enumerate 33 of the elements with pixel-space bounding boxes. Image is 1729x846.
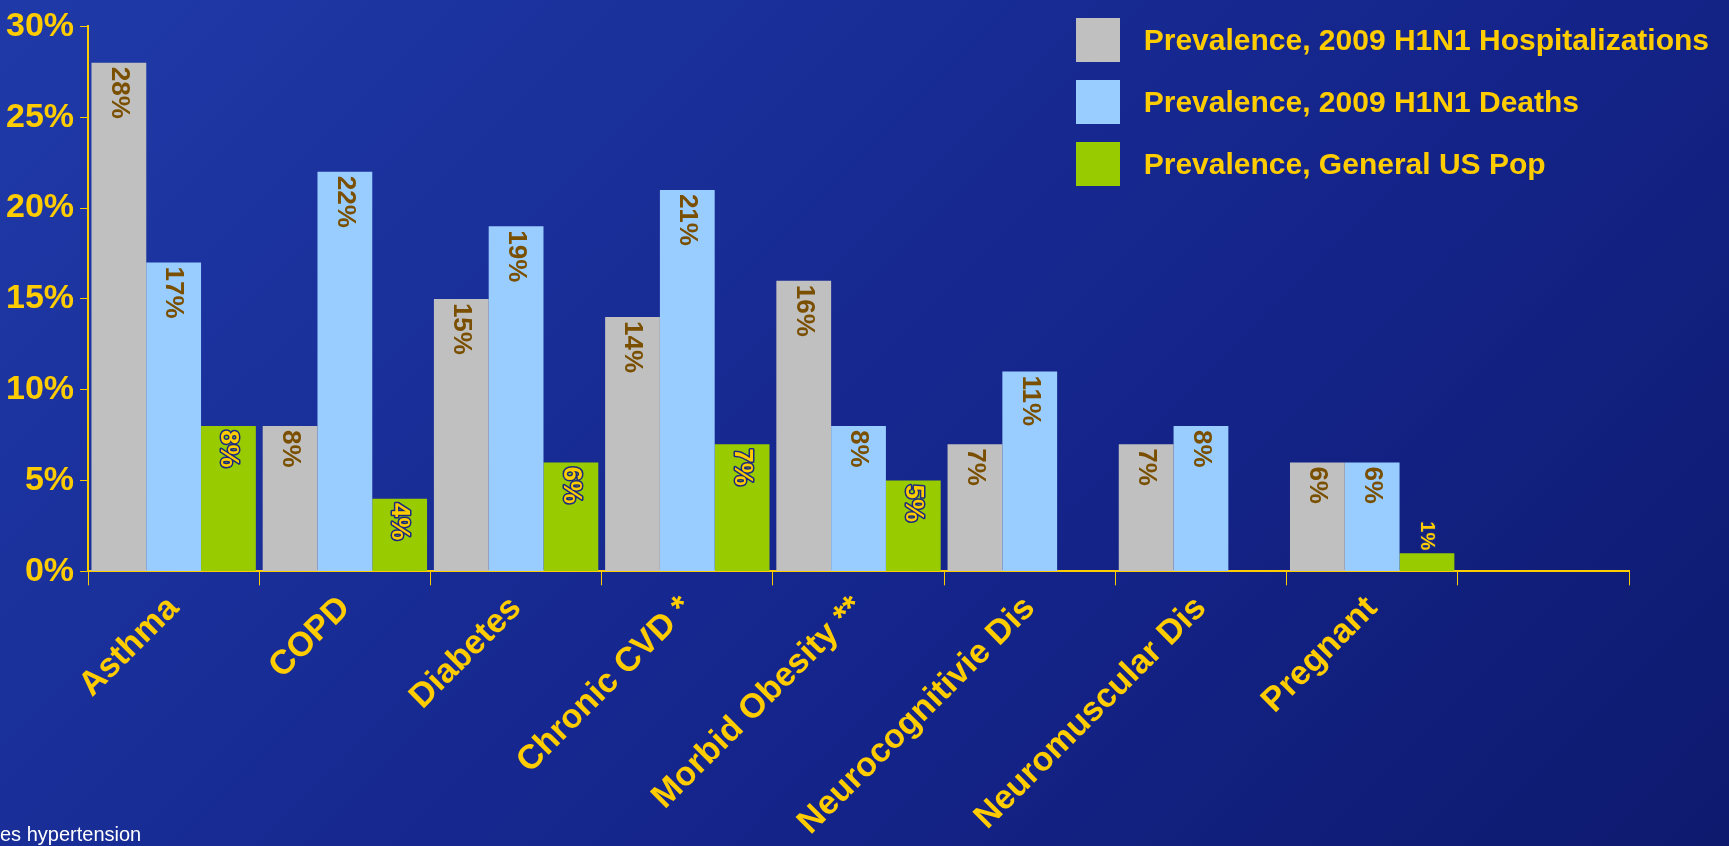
legend-label: Prevalence, 2009 H1N1 Hospitalizations bbox=[1143, 23, 1709, 57]
data-label: 8% bbox=[215, 430, 246, 468]
data-label: 21% bbox=[674, 193, 705, 246]
y-tick-label: 30% bbox=[5, 4, 75, 43]
data-label: 6% bbox=[1304, 466, 1335, 504]
data-label: 8% bbox=[845, 430, 876, 468]
data-label: 6% bbox=[557, 466, 588, 504]
data-label: 17% bbox=[160, 266, 191, 319]
data-label: 6% bbox=[1359, 466, 1389, 504]
y-tick-label: 0% bbox=[24, 549, 75, 588]
data-label: 4% bbox=[386, 502, 417, 541]
legend-label: Prevalence, General US Pop bbox=[1143, 147, 1546, 181]
y-tick-label: 15% bbox=[5, 277, 75, 316]
y-tick-label: 5% bbox=[24, 458, 75, 497]
data-label: 7% bbox=[1133, 448, 1163, 486]
y-tick-label: 20% bbox=[5, 186, 75, 225]
data-label: 15% bbox=[448, 302, 479, 355]
data-label: 16% bbox=[790, 284, 821, 337]
data-label: 19% bbox=[502, 230, 533, 283]
data-label: 14% bbox=[619, 321, 650, 374]
data-label: 8% bbox=[1187, 430, 1218, 468]
y-tick-label: 25% bbox=[5, 95, 75, 134]
data-label: 7% bbox=[961, 448, 992, 486]
legend-label: Prevalence, 2009 H1N1 Deaths bbox=[1143, 85, 1579, 119]
y-tick-label: 10% bbox=[5, 368, 75, 407]
data-label: 11% bbox=[1016, 375, 1047, 427]
data-label: 22% bbox=[331, 175, 362, 228]
data-label: 8% bbox=[276, 430, 307, 468]
data-label: 7% bbox=[728, 448, 759, 486]
text: es hypertension bbox=[0, 823, 142, 846]
data-label: 28% bbox=[105, 66, 136, 119]
data-label: 5% bbox=[900, 484, 931, 523]
data-label: 1% bbox=[1417, 521, 1440, 551]
